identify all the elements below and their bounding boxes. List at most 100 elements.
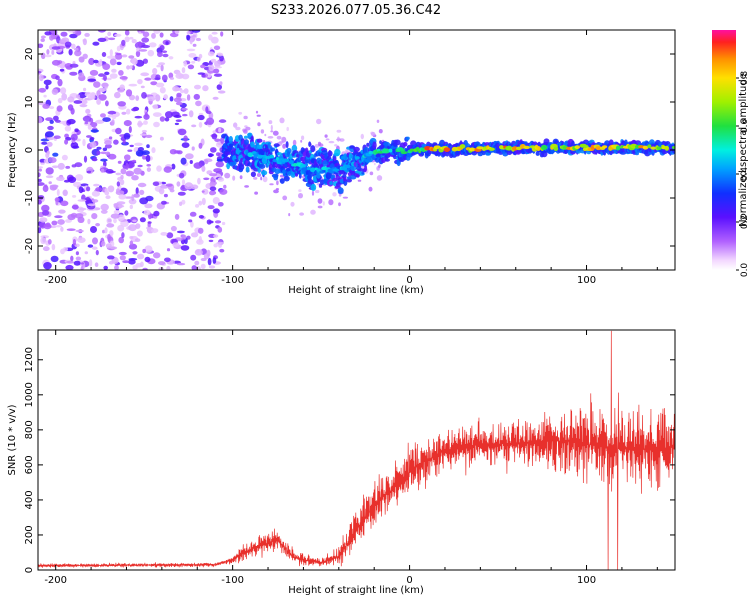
spectrogram-noise-blob [89, 136, 95, 141]
spectrogram-noise-blob [135, 187, 139, 195]
spectrogram-noise-blob [272, 130, 279, 136]
snr-ytick-label: 200 [24, 525, 35, 544]
spectrogram-noise-blob [144, 245, 153, 253]
spectrogram-band-blob [286, 168, 291, 172]
spectrogram-noise-blob [217, 90, 226, 94]
spectrogram-noise-blob [151, 147, 156, 154]
spectrogram-noise-blob [82, 38, 87, 46]
spectrogram-noise-blob [146, 167, 151, 173]
spectrogram-noise-blob [121, 39, 126, 47]
spectrogram-noise-blob [73, 100, 83, 104]
snr-series-line [38, 330, 675, 570]
spectrogram-band-core [476, 146, 484, 150]
spectrogram-noise-blob [147, 49, 155, 57]
spectrogram-noise-blob [116, 188, 120, 194]
spectrogram-noise-blob [264, 133, 267, 137]
snr-ylabel: SNR (10 * v/v) [7, 404, 18, 475]
spectrogram-noise-blob [119, 84, 125, 91]
spectrogram-noise-blob [288, 213, 291, 217]
spectrogram-noise-blob [49, 106, 55, 110]
spectrogram-noise-blob [129, 240, 134, 246]
spectrogram-noise-blob [207, 153, 214, 157]
spectrogram-band-blob [316, 171, 321, 179]
spectrogram-noise-blob [188, 219, 193, 223]
spectrogram-band-blob [228, 136, 233, 143]
spectrogram-noise-blob [70, 133, 78, 141]
spectrogram-noise-blob [49, 184, 59, 188]
spectrogram-noise-blob [159, 136, 164, 141]
spectrogram-noise-blob [282, 143, 286, 149]
spectrogram-band-blob [349, 145, 355, 149]
spectrogram-noise-blob [141, 92, 147, 99]
spectrogram-noise-blob [153, 252, 161, 259]
spectrogram-noise-blob [84, 251, 89, 255]
spectrogram-noise-blob [126, 108, 131, 115]
spectrogram-noise-blob [84, 32, 90, 37]
spectrogram-noise-blob [55, 75, 60, 80]
spectrogram-noise-blob [110, 213, 120, 219]
spectrogram-noise-blob [183, 88, 189, 94]
spectrogram-noise-blob [378, 129, 383, 134]
spectrogram-noise-blob [38, 172, 41, 178]
spectrogram-noise-blob [217, 177, 225, 182]
spectrogram-noise-blob [342, 196, 348, 199]
spectrogram-noise-blob [134, 115, 143, 119]
spectrogram-band-blob [283, 175, 290, 182]
spectrogram-noise-blob [166, 232, 174, 239]
spectrogram-band-blob [286, 147, 292, 154]
spectrogram-band-core [650, 146, 656, 150]
spectrogram-noise-blob [38, 199, 42, 205]
spectrogram-band-core [506, 145, 513, 151]
spectrogram-band-core [310, 167, 316, 173]
spectrogram-noise-blob [145, 154, 151, 162]
spectrogram-noise-blob [137, 164, 143, 168]
spectrogram-noise-blob [180, 157, 187, 165]
spectrogram-band-blob [394, 139, 401, 146]
spectrogram-noise-blob [46, 141, 53, 147]
spectrogram-noise-blob [123, 120, 132, 127]
spectrogram-noise-blob [325, 138, 330, 141]
spectrogram-noise-blob [190, 221, 194, 228]
spectrogram-noise-blob [142, 267, 148, 270]
spectrogram-noise-blob [235, 126, 241, 131]
spectrogram-noise-blob [88, 259, 93, 267]
spectrogram-noise-blob [267, 136, 274, 139]
spectrogram-noise-blob [198, 215, 204, 219]
spectrogram-noise-blob [194, 249, 203, 256]
spectrogram-noise-blob [200, 64, 206, 69]
spectrogram-noise-blob [128, 83, 138, 87]
spectrogram-noise-blob [138, 49, 148, 52]
spectrogram-noise-blob [119, 255, 126, 261]
spectrogram-noise-blob [124, 30, 130, 36]
spectrogram-noise-blob [215, 161, 224, 168]
spectrogram-noise-blob [124, 154, 131, 161]
spectrogram-noise-blob [151, 32, 156, 39]
spectrogram-noise-blob [145, 134, 153, 138]
spectrogram-noise-blob [80, 262, 85, 265]
spectrogram-noise-blob [189, 37, 193, 45]
spectrogram-noise-blob [176, 262, 186, 266]
spectrogram-noise-blob [213, 73, 223, 77]
spectrogram-noise-blob [121, 111, 127, 115]
spectrogram-noise-blob [113, 139, 119, 145]
spectrogram-noise-blob [194, 84, 201, 90]
spectrogram-noise-blob [216, 158, 224, 162]
spectrogram-noise-blob [116, 201, 126, 205]
spectrogram-noise-blob [116, 45, 121, 52]
spectrogram-noise-blob [153, 30, 161, 34]
spectrogram-noise-blob [100, 209, 108, 214]
spectrogram-noise-blob [109, 49, 113, 57]
spectrogram-band-core [400, 151, 408, 155]
spectrogram-noise-blob [174, 122, 179, 126]
spectrogram-noise-blob [255, 110, 259, 114]
spectrogram-noise-blob [115, 52, 122, 56]
spectrogram-band-blob [270, 147, 276, 152]
spectrogram-noise-blob [61, 154, 68, 161]
spectrogram-noise-blob [94, 262, 99, 268]
spectrogram-noise-blob [109, 58, 117, 66]
spectrogram-band-blob [226, 151, 232, 155]
spectrogram-noise-blob [38, 168, 42, 172]
spectrogram-noise-blob [84, 91, 93, 97]
spectrogram-noise-blob [163, 166, 172, 173]
spectrogram-noise-blob [208, 239, 214, 243]
